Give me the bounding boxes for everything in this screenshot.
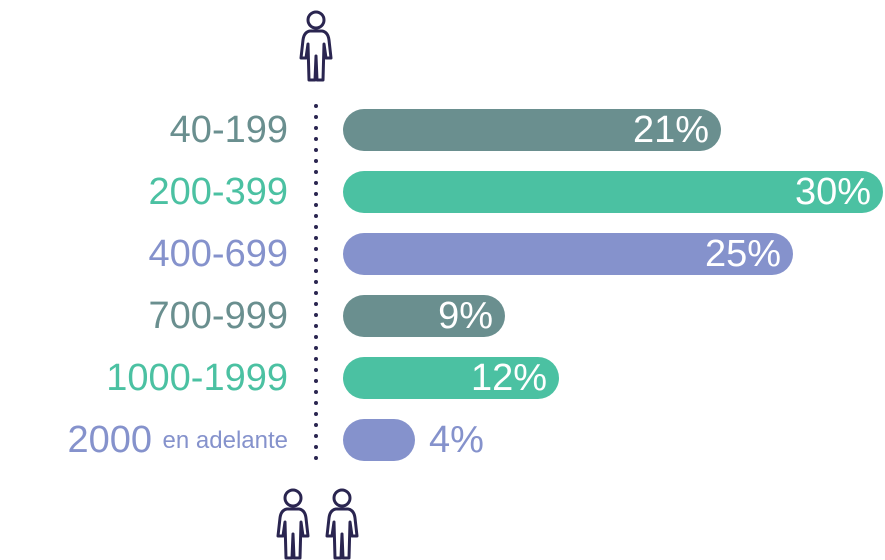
person-icon [299, 10, 333, 82]
category-label: 40-199 [170, 109, 288, 151]
value-label: 4% [429, 419, 484, 461]
person-icon [325, 488, 359, 560]
person-icon [276, 488, 310, 560]
value-label: 21% [633, 109, 709, 151]
category-label: 400-699 [149, 233, 288, 275]
category-label: 700-999 [149, 295, 288, 337]
bar [343, 295, 505, 337]
category-label: 1000-1999 [106, 357, 288, 399]
category-label: 2000 en adelante [67, 419, 288, 461]
value-label: 12% [471, 357, 547, 399]
bar [343, 357, 559, 399]
value-label: 9% [438, 295, 493, 337]
bar [343, 171, 883, 213]
value-label: 25% [705, 233, 781, 275]
bar [343, 109, 721, 151]
value-label: 30% [795, 171, 871, 213]
category-label: 200-399 [149, 171, 288, 213]
bar [343, 233, 793, 275]
bar [343, 419, 415, 461]
